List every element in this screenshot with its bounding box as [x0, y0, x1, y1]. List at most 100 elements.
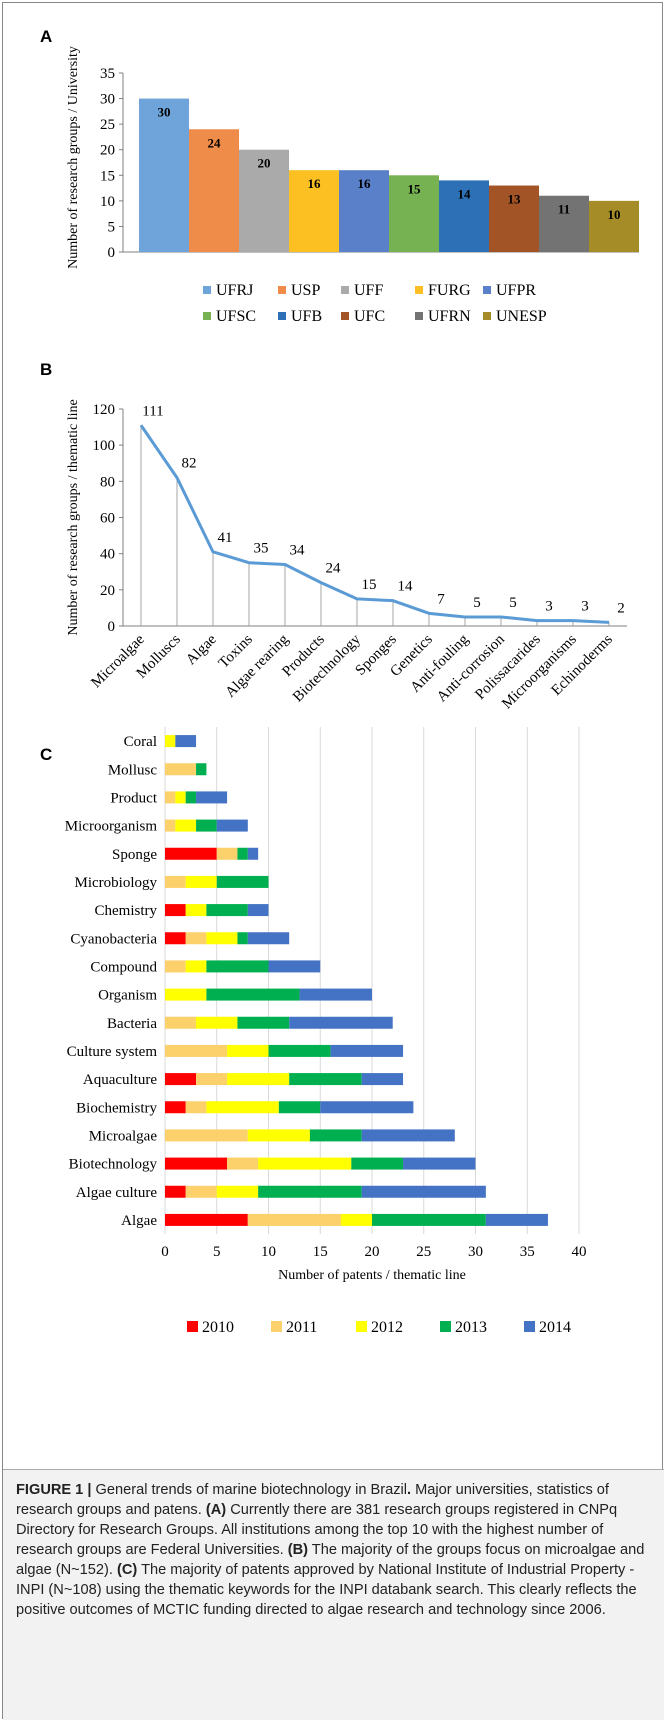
panel-a-legend-label: UFRJ [216, 282, 253, 299]
panel-c-bar-segment-2010 [165, 1213, 248, 1226]
panel-c-bar-segment-2011 [185, 1185, 217, 1198]
panel-c-category-label: Algae [121, 1213, 157, 1229]
panel-c-category-label: Microalgae [89, 1128, 158, 1144]
panel-c-bar-segment-2014 [289, 1016, 393, 1029]
panel-c-bar-segment-2013 [206, 960, 269, 973]
panel-c-x-axis-title: Number of patents / thematic line [278, 1268, 466, 1283]
panel-a-y-tick-label: 5 [108, 219, 116, 235]
panel-b-y-tick-label: 0 [108, 619, 116, 635]
panel-c-category-label: Aquaculture [83, 1072, 157, 1088]
panel-a-legend-swatch [415, 312, 423, 320]
panel-c-bar-segment-2012 [196, 1016, 238, 1029]
panel-a-y-tick-label: 25 [100, 117, 115, 133]
panel-c-bar-segment-2011 [165, 763, 197, 776]
panel-b-category-label: Algae [183, 631, 220, 668]
panel-c-category-label: Organism [98, 988, 157, 1004]
panel-c-bar-segment-2011 [165, 875, 186, 888]
panel-b-y-tick-label: 20 [100, 583, 115, 599]
panel-c-x-tick-label: 0 [161, 1244, 169, 1260]
panel-c-bar-segment-2012 [206, 932, 238, 945]
caption-a-label: (A) [205, 1502, 227, 1518]
caption-a-text: Currently there are 381 research groups … [16, 1502, 618, 1558]
caption-c-label: (C) [117, 1562, 138, 1578]
panel-c-stacked-bar-chart: 0 5 10 15 20 25 30 35 40 Coral Mollusc Product Micro… [65, 727, 587, 1336]
panel-c-bar-segment-2012 [227, 1073, 290, 1086]
caption-sentence-1: Major universities, statistics of resear… [16, 1482, 609, 1518]
panel-a-bar-furg [289, 170, 339, 252]
panel-a-legend-swatch [203, 312, 211, 320]
panel-c-bar-segment-2011 [227, 1157, 259, 1170]
panel-c-bar-segment-2012 [175, 819, 197, 832]
panel-c-bar-segment-2014 [247, 904, 269, 917]
panel-a-data-label: 16 [308, 176, 322, 191]
panel-a-legend-label: UFC [354, 308, 385, 325]
panel-c-legend-label: 2012 [371, 1319, 403, 1336]
panel-a-bar-uff [239, 149, 289, 252]
panel-b-y-tick-label: 60 [100, 511, 115, 527]
panel-c-bar-segment-2013 [237, 847, 248, 860]
panel-a-data-label: 30 [158, 105, 171, 120]
panel-c-bar-segment-2011 [247, 1213, 341, 1226]
panel-c-bar-segment-2013 [185, 791, 197, 804]
panel-a-y-tick-label: 0 [108, 245, 116, 261]
panel-a-legend-label: UFB [291, 308, 322, 325]
panel-b-label: B [40, 360, 52, 379]
panel-c-bar-segment-2013 [268, 1044, 331, 1057]
panel-c-bar-segment-2014 [216, 819, 248, 832]
panel-b-y-axis-title: Number of research groups / thematic lin… [66, 399, 81, 635]
caption-figure-label: FIGURE 1 | [16, 1482, 92, 1498]
panel-c-legend-swatch [271, 1321, 282, 1332]
panel-c-bar-segment-2012 [165, 735, 176, 748]
panel-a-legend-swatch [278, 286, 286, 294]
panel-c-bar-segment-2013 [309, 1129, 362, 1142]
panel-c-category-label: Product [110, 790, 157, 806]
caption-intro-dot: . [407, 1482, 412, 1498]
panel-a-legend-swatch [341, 286, 349, 294]
panel-a-bar-ufb [439, 180, 489, 252]
panel-a-bar-ufpr [339, 170, 389, 252]
panel-c-legend-swatch [440, 1321, 451, 1332]
panel-c-bar-segment-2014 [299, 988, 372, 1001]
panel-a-legend-label: UFPR [496, 282, 536, 299]
panel-a-bar-ufc [489, 185, 539, 252]
panel-c-bar-segment-2014 [361, 1185, 486, 1198]
panel-c-legend-swatch [356, 1321, 367, 1332]
panel-c-bar-segment-2014 [175, 735, 197, 748]
panel-c-bar-segment-2013 [351, 1157, 404, 1170]
panel-b-data-label: 111 [142, 403, 163, 419]
panel-c-bar-segment-2011 [216, 847, 238, 860]
panel-a-label: A [40, 27, 52, 46]
panel-a-data-label: 16 [358, 176, 372, 191]
panel-c-legend-label: 2010 [202, 1319, 234, 1336]
panel-c-x-tick-label: 5 [213, 1244, 221, 1260]
panel-c-bar-segment-2010 [165, 1157, 228, 1170]
panel-c-bar-segment-2010 [165, 1101, 186, 1114]
panel-b-data-label: 34 [290, 543, 306, 559]
panel-a-data-label: 10 [608, 207, 621, 222]
panel-c-bar-segment-2013 [216, 875, 269, 888]
caption-c-text: The majority of patents approved by Nati… [16, 1562, 637, 1618]
panel-c-x-tick-label: 40 [572, 1244, 587, 1260]
panel-a-bar-usp [189, 129, 239, 252]
panel-c-category-label: Biochemistry [76, 1100, 157, 1116]
panel-b-data-label: 3 [581, 599, 589, 615]
panel-a-y-tick-label: 10 [100, 194, 115, 210]
panel-a-y-tick-label: 20 [100, 143, 115, 159]
panel-b-data-label: 5 [473, 595, 481, 611]
panel-c-bar-segment-2010 [165, 847, 217, 860]
panel-c-category-label: Bacteria [107, 1016, 157, 1032]
panel-c-bar-segment-2012 [165, 988, 207, 1001]
panel-a-data-label: 11 [558, 202, 570, 217]
panel-a-y-tick-label: 30 [100, 92, 115, 108]
panel-a-bar-ufrj [139, 98, 189, 252]
panel-c-bar-segment-2012 [185, 875, 217, 888]
panel-c-legend-swatch [187, 1321, 198, 1332]
panel-c-bar-segment-2012 [258, 1157, 352, 1170]
panel-c-bar-segment-2012 [185, 904, 207, 917]
panel-c-bar-segment-2013 [258, 1185, 362, 1198]
panel-c-bar-segment-2014 [361, 1073, 404, 1086]
panel-a-legend-swatch [203, 286, 211, 294]
panel-c-bar-segment-2010 [165, 904, 186, 917]
panel-c-category-label: Biotechnology [69, 1157, 158, 1173]
panel-c-bar-segment-2014 [485, 1213, 548, 1226]
